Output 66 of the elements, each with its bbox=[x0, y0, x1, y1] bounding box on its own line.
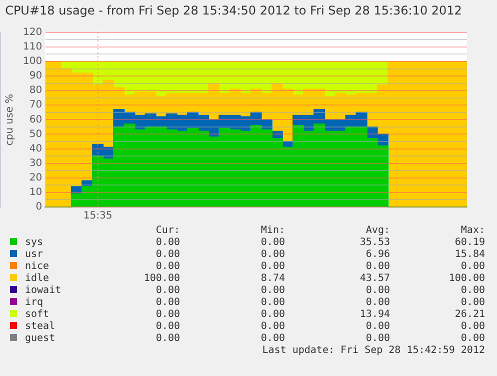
y-tick-label: 20 bbox=[29, 172, 42, 184]
y-tick-label: 80 bbox=[29, 85, 42, 96]
text: 0.00 bbox=[260, 249, 285, 261]
y-tick-label: 100 bbox=[22, 56, 42, 68]
text: Avg: bbox=[364, 225, 390, 237]
text: 100.00 bbox=[142, 273, 180, 285]
legend-label: idle bbox=[24, 273, 50, 285]
text: 0.00 bbox=[260, 333, 285, 345]
legend-label: soft bbox=[24, 309, 50, 321]
text: Cur: bbox=[154, 225, 180, 237]
text: 8.74 bbox=[260, 273, 285, 285]
legend-label: iowait bbox=[24, 285, 62, 297]
legend-label: sys bbox=[24, 237, 44, 249]
text: 0.00 bbox=[154, 321, 180, 333]
text: 0.00 bbox=[154, 249, 180, 261]
text: 0.00 bbox=[260, 297, 285, 309]
text: 0.00 bbox=[364, 285, 390, 297]
y-tick-label: 10 bbox=[29, 187, 42, 198]
text: Last update: Fri Sep 28 15:42:59 2012 bbox=[261, 345, 486, 356]
text: 0.00 bbox=[260, 237, 285, 249]
legend-label: usr bbox=[24, 249, 44, 261]
legend-label: irq bbox=[24, 297, 44, 309]
chart-title: CPU#18 usage - from Fri Sep 28 15:34:50 2012 to Fri Sep 28 15:36:10 2012 bbox=[5, 3, 462, 18]
text: 0.00 bbox=[460, 297, 485, 309]
text: 0.00 bbox=[154, 285, 180, 297]
text: 0.00 bbox=[460, 321, 485, 333]
text: 0.00 bbox=[260, 321, 285, 333]
y-tick-label: 120 bbox=[22, 26, 42, 38]
text: Max: bbox=[460, 225, 485, 237]
y-tick-label: 70 bbox=[29, 100, 42, 111]
text: 6.96 bbox=[364, 249, 390, 261]
text: 0.00 bbox=[154, 333, 180, 345]
y-tick-label: 0 bbox=[36, 202, 42, 213]
text: 100.00 bbox=[448, 273, 485, 285]
text: 0.00 bbox=[260, 285, 285, 297]
y-tick-label: 110 bbox=[22, 42, 42, 53]
text: 0.00 bbox=[364, 333, 390, 345]
text: 0.00 bbox=[154, 297, 180, 309]
text: 0.00 bbox=[154, 237, 180, 249]
text: 0.00 bbox=[364, 321, 390, 333]
text: 60.19 bbox=[454, 237, 485, 249]
text: 0.00 bbox=[154, 261, 180, 273]
text: 15.84 bbox=[454, 249, 485, 261]
y-tick-label: 60 bbox=[29, 114, 42, 126]
legend-label: nice bbox=[24, 261, 50, 273]
y-tick-label: 50 bbox=[29, 128, 42, 140]
text: 0.00 bbox=[460, 285, 485, 297]
y-tick-label: 40 bbox=[29, 143, 42, 154]
legend-label: guest bbox=[24, 333, 56, 345]
y-axis-title: cpu use % bbox=[4, 94, 16, 146]
text: 0.00 bbox=[364, 261, 390, 273]
y-tick-label: 30 bbox=[29, 158, 42, 169]
text: 26.21 bbox=[454, 309, 485, 321]
text: Min: bbox=[260, 225, 285, 237]
text: 0.00 bbox=[260, 309, 285, 321]
text: 35.53 bbox=[358, 237, 390, 249]
text: 0.00 bbox=[154, 309, 180, 321]
y-tick-label: 90 bbox=[29, 70, 42, 82]
x-tick-label: 15:35 bbox=[83, 210, 112, 222]
text: 0.00 bbox=[460, 333, 485, 345]
text: 0.00 bbox=[260, 261, 285, 273]
text: 13.94 bbox=[358, 309, 390, 321]
legend-label: steal bbox=[24, 321, 56, 333]
text: 0.00 bbox=[460, 261, 485, 273]
text: 43.57 bbox=[358, 273, 390, 285]
text: 0.00 bbox=[364, 297, 390, 309]
